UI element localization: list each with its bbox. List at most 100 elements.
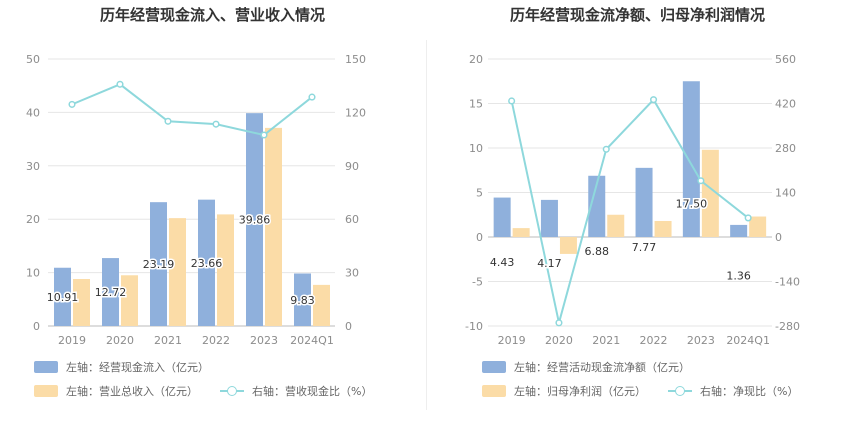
- bar-series-1: [540, 199, 558, 237]
- bar-series-1: [198, 199, 215, 326]
- line-point-series-3: [212, 120, 220, 128]
- x-tick-label: 2019: [58, 334, 86, 347]
- line-point-series-3: [164, 117, 172, 125]
- data-label-series-1: 4.43: [490, 256, 515, 269]
- data-label-series-1: 6.88: [585, 245, 610, 258]
- data-label-series-1: 10.91: [47, 291, 79, 304]
- legend-item-series-2[interactable]: 左轴：归母净利润（亿元）: [482, 383, 646, 399]
- chart-plot: 0 10 20 30 40 50 0 30 60 90 120 150 2019 2020 2021 2022…: [26, 53, 366, 347]
- legend-item-series-3[interactable]: 右轴：营收现金比（%）: [220, 383, 372, 399]
- x-tick-label: 2022: [640, 334, 668, 347]
- y-left-tick-label: 15: [469, 98, 483, 111]
- data-label-series-1: 23.19: [143, 258, 175, 271]
- legend-swatch: [482, 385, 506, 397]
- y-right-tick-label: 280: [775, 142, 796, 155]
- legend-label: 左轴：经营现金流入（亿元）: [66, 361, 209, 374]
- y-right-tick-label: 0: [345, 320, 352, 333]
- data-label-series-1: 1.36: [726, 269, 751, 282]
- bar-series-2: [217, 214, 234, 326]
- bar-series-1: [493, 197, 511, 237]
- legend-label: 右轴：净现比（%）: [700, 385, 799, 398]
- x-tick-label: 2023: [250, 334, 278, 347]
- legend-line-swatch: [668, 385, 692, 397]
- y-left-tick-label: 10: [469, 142, 483, 155]
- bar-series-1: [682, 81, 700, 237]
- line-point-series-3: [308, 93, 316, 101]
- bar-series-2: [265, 127, 282, 326]
- y-right-tick-label: 90: [345, 160, 359, 173]
- x-tick-label: 2019: [498, 334, 526, 347]
- x-tick-label: 2022: [202, 334, 230, 347]
- bar-series-1: [150, 202, 167, 326]
- data-label-series-1: 23.66: [191, 257, 223, 270]
- y-left-tick-label: 10: [26, 267, 40, 280]
- bar-series-2: [654, 220, 672, 237]
- line-point-series-3: [260, 131, 268, 139]
- y-right-tick-label: 420: [775, 98, 796, 111]
- y-left-tick-label: 0: [476, 231, 483, 244]
- y-left-tick-label: 0: [33, 320, 40, 333]
- y-left-tick-label: 20: [26, 213, 40, 226]
- y-right-tick-label: 120: [345, 106, 366, 119]
- data-label-series-1: 7.77: [632, 241, 657, 254]
- legend-label: 右轴：营收现金比（%）: [252, 385, 373, 398]
- y-left-tick-label: 30: [26, 160, 40, 173]
- legend-swatch: [482, 361, 506, 373]
- y-right-tick-label: -280: [775, 320, 800, 333]
- data-label-series-1: 9.83: [290, 294, 315, 307]
- legend-label: 左轴：经营活动现金流净额（亿元）: [514, 361, 690, 374]
- bar-series-2: [512, 228, 530, 237]
- chart-panel-netcash-profit: 历年经营现金流净额、归母净利润情况 -10 -5 0 5 10 15 20 -280 -140 0…: [425, 0, 850, 437]
- x-tick-label: 2023: [687, 334, 715, 347]
- bar-series-1: [635, 167, 653, 237]
- bar-series-1: [54, 267, 71, 326]
- bar-series-2: [73, 279, 90, 326]
- legend-swatch: [34, 361, 58, 373]
- x-tick-label: 2020: [545, 334, 573, 347]
- x-tick-label: 2024Q1: [726, 334, 770, 347]
- y-left-tick-label: 40: [26, 106, 40, 119]
- y-right-tick-label: 560: [775, 53, 796, 66]
- line-point-series-3: [602, 145, 610, 153]
- legend-label: 左轴：归母净利润（亿元）: [514, 385, 646, 398]
- panel-divider: [426, 40, 427, 410]
- x-tick-label: 2020: [106, 334, 134, 347]
- y-left-tick-label: -10: [465, 320, 483, 333]
- y-right-tick-label: 30: [345, 267, 359, 280]
- legend-item-series-1[interactable]: 左轴：经营活动现金流净额（亿元）: [482, 359, 690, 375]
- bar-series-1: [730, 224, 748, 237]
- bar-series-2: [701, 149, 719, 237]
- x-tick-label: 2021: [592, 334, 620, 347]
- chart-title: 历年经营现金流入、营业收入情况: [99, 6, 325, 24]
- line-point-series-3: [508, 97, 516, 105]
- y-right-tick-label: -140: [775, 276, 800, 289]
- chart-title: 历年经营现金流净额、归母净利润情况: [509, 6, 765, 24]
- legend-item-series-2[interactable]: 左轴：营业总收入（亿元）: [34, 383, 198, 399]
- x-tick-label: 2021: [154, 334, 182, 347]
- line-point-series-3: [68, 100, 76, 108]
- line-point-series-3: [744, 214, 752, 222]
- bar-series-2: [169, 218, 186, 326]
- chart-plot: -10 -5 0 5 10 15 20 -280 -140 0 140 280 420 560 2019 20…: [465, 53, 800, 347]
- data-label-series-1: 12.72: [95, 286, 127, 299]
- line-point-series-3: [697, 177, 705, 185]
- bar-series-2: [559, 237, 577, 254]
- legend-item-series-1[interactable]: 左轴：经营现金流入（亿元）: [34, 359, 209, 375]
- y-left-tick-label: 5: [476, 187, 483, 200]
- line-point-series-3: [555, 319, 563, 327]
- bar-series-2: [121, 275, 138, 326]
- legend-item-series-3[interactable]: 右轴：净现比（%）: [668, 383, 798, 399]
- y-left-tick-label: 50: [26, 53, 40, 66]
- line-series-3: [71, 83, 313, 137]
- bar-series-1: [294, 273, 311, 326]
- bar-series-1: [102, 258, 119, 326]
- legend-swatch: [34, 385, 58, 397]
- bar-series-2: [313, 284, 330, 326]
- y-right-tick-label: 0: [775, 231, 782, 244]
- data-label-series-1: 17.50: [676, 198, 708, 211]
- legend-label: 左轴：营业总收入（亿元）: [66, 385, 198, 398]
- data-label-series-1: 39.86: [239, 214, 271, 227]
- bar-series-2: [749, 216, 767, 237]
- line-point-series-3: [116, 80, 124, 88]
- y-left-tick-label: -5: [472, 276, 483, 289]
